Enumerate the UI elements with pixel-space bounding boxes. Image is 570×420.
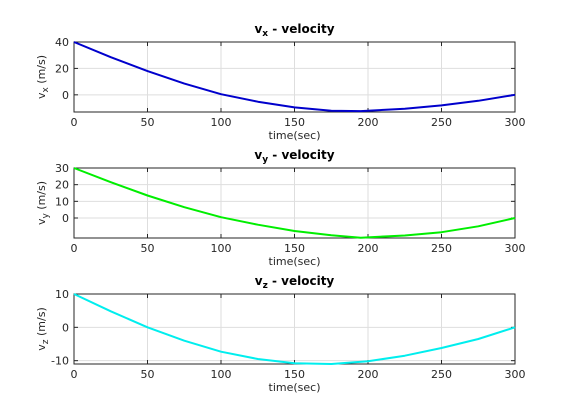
subplot-title: vz - velocity (255, 274, 335, 291)
x-tick-label: 50 (141, 368, 155, 381)
y-tick-label: 20 (55, 179, 69, 192)
subplot-title: vy - velocity (254, 148, 334, 165)
y-tick-label: 30 (55, 162, 69, 175)
x-axis-label: time(sec) (269, 255, 321, 268)
x-tick-label: 100 (211, 116, 232, 129)
x-tick-label: 0 (71, 368, 78, 381)
subplot-2: 0 50 100 150 200 250 300 0 10 20 30 time(sec) (55, 162, 526, 268)
series-line-1 (73, 167, 516, 239)
x-tick-label: 250 (431, 116, 452, 129)
y-tick-label: 40 (55, 36, 69, 49)
x-tick-label: 200 (358, 368, 379, 381)
x-tick-label: 100 (211, 368, 232, 381)
y-axis-label: vx (m/s) (35, 55, 51, 99)
x-tick-label: 50 (141, 116, 155, 129)
x-tick-label: 300 (505, 242, 526, 255)
x-tick-label: 200 (358, 116, 379, 129)
y-tick-label: 0 (62, 321, 69, 334)
x-tick-label: 300 (505, 368, 526, 381)
y-tick-label: 20 (55, 62, 69, 75)
y-axis-label: vz (m/s) (35, 307, 51, 350)
subplot-title: vx - velocity (254, 22, 334, 39)
x-tick-label: 150 (284, 242, 305, 255)
y-tick-label: 0 (62, 89, 69, 102)
series-line-1 (73, 293, 516, 365)
y-tick-label: -10 (51, 355, 69, 368)
x-tick-label: 50 (141, 242, 155, 255)
x-tick-label: 250 (431, 242, 452, 255)
x-tick-label: 300 (505, 116, 526, 129)
series-line-1 (73, 41, 516, 113)
x-tick-label: 200 (358, 242, 379, 255)
y-tick-label: 0 (62, 212, 69, 225)
x-tick-label: 150 (284, 116, 305, 129)
y-axis-label: vy (m/s) (35, 181, 51, 225)
y-tick-label: 10 (55, 195, 69, 208)
x-tick-label: 100 (211, 242, 232, 255)
x-axis-label: time(sec) (269, 381, 321, 394)
x-tick-label: 150 (284, 368, 305, 381)
x-tick-label: 0 (71, 116, 78, 129)
x-tick-label: 250 (431, 368, 452, 381)
subplot-1: 0 50 100 150 200 250 300 0 20 40 time(sec) (55, 36, 526, 142)
x-axis-label: time(sec) (269, 129, 321, 142)
y-tick-label: 10 (55, 288, 69, 301)
x-tick-label: 0 (71, 242, 78, 255)
